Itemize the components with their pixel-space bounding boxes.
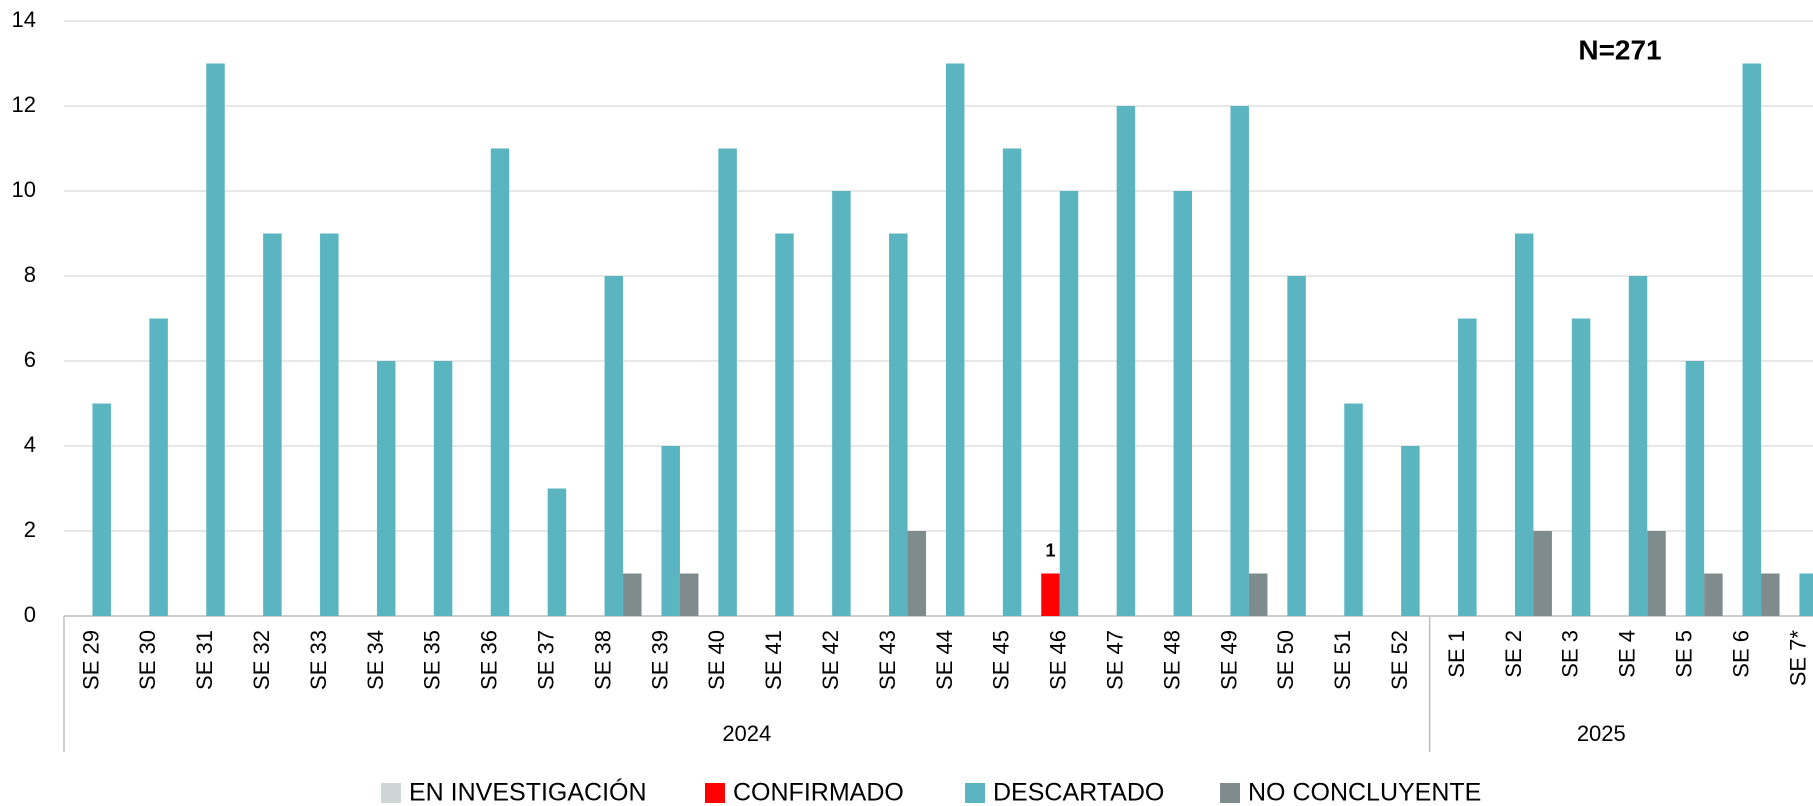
bar (623, 573, 642, 616)
x-tick-label: SE 48 (1159, 630, 1184, 690)
annotation: N=271 (1578, 34, 1661, 65)
bar (1248, 573, 1268, 616)
bar (1344, 403, 1363, 616)
x-tick-label: SE 47 (1102, 630, 1127, 690)
bar (433, 361, 453, 616)
bar (149, 318, 168, 616)
x-tick-label: SE 38 (590, 630, 615, 690)
x-tick-label: SE 33 (306, 630, 331, 690)
bar (775, 233, 794, 616)
legend-swatch (705, 783, 725, 803)
x-tick-label: SE 37 (533, 630, 558, 690)
x-tick-label: SE 36 (477, 630, 502, 690)
x-tick-label: SE 45 (989, 630, 1014, 690)
x-tick-label: SE 4 (1615, 630, 1640, 678)
bar (1742, 63, 1762, 616)
x-tick-label: SE 39 (647, 630, 672, 690)
bar (1401, 446, 1420, 616)
x-tick-label: SE 29 (78, 630, 103, 690)
legend-swatch (381, 783, 401, 803)
bar (1173, 191, 1193, 616)
y-tick-label: 8 (24, 262, 36, 287)
bar (679, 573, 699, 616)
x-tick-label: SE 1 (1444, 630, 1469, 678)
legend-label: EN INVESTIGACIÓN (409, 778, 647, 806)
x-tick-label: SE 42 (818, 630, 843, 690)
x-tick-label: SE 6 (1728, 630, 1753, 678)
bar (907, 531, 927, 616)
bar (490, 148, 510, 616)
bar (92, 403, 111, 616)
bar (832, 191, 851, 616)
bar (376, 361, 396, 616)
bar (1704, 573, 1723, 616)
bar (1533, 531, 1552, 616)
bar (1230, 106, 1249, 616)
bar (889, 233, 908, 616)
x-tick-label: SE 43 (875, 630, 900, 690)
y-tick-label: 10 (12, 177, 36, 202)
x-tick-label: SE 5 (1671, 630, 1696, 678)
legend-swatch (965, 783, 985, 803)
x-tick-label: SE 35 (420, 630, 445, 690)
bar (1002, 148, 1022, 616)
bar (1514, 233, 1534, 616)
bar (718, 148, 737, 616)
x-tick-label: SE 3 (1558, 630, 1583, 678)
x-tick-label: SE 32 (249, 630, 274, 690)
bar (945, 63, 965, 616)
bar (1059, 191, 1079, 616)
bar (263, 233, 282, 616)
bar (1116, 106, 1136, 616)
bar (1628, 276, 1648, 616)
bar (604, 276, 624, 616)
x-tick-label: SE 46 (1046, 630, 1071, 690)
bar (1041, 573, 1060, 616)
x-tick-label: SE 40 (704, 630, 729, 690)
y-tick-label: 0 (24, 602, 36, 627)
legend-swatch (1220, 783, 1240, 803)
bar (547, 488, 567, 616)
x-tick-label: SE 7* (1785, 630, 1810, 687)
y-tick-label: 4 (24, 432, 36, 457)
y-tick-label: 12 (12, 92, 36, 117)
legend-label: NO CONCLUYENTE (1248, 779, 1481, 806)
bar (320, 233, 339, 616)
x-tick-label: SE 52 (1387, 630, 1412, 690)
bar (1799, 573, 1813, 616)
x-tick-label: SE 2 (1501, 630, 1526, 678)
x-tick-label: SE 31 (192, 630, 217, 690)
bar (1761, 573, 1780, 616)
legend-label: CONFIRMADO (733, 779, 904, 806)
x-tick-label: SE 49 (1216, 630, 1241, 690)
group-label: 2024 (722, 721, 771, 746)
bar (1571, 318, 1591, 616)
group-label: 2025 (1577, 721, 1626, 746)
bar (1685, 361, 1705, 616)
legend-label: DESCARTADO (993, 779, 1164, 806)
x-tick-label: SE 41 (761, 630, 786, 690)
bar (661, 446, 680, 616)
y-tick-label: 2 (24, 517, 36, 542)
bar (1647, 531, 1666, 616)
data-label: 1 (1045, 540, 1055, 560)
x-tick-label: SE 50 (1273, 630, 1298, 690)
bar (206, 63, 225, 616)
x-tick-label: SE 51 (1330, 630, 1355, 690)
x-tick-label: SE 34 (363, 630, 388, 690)
y-tick-label: 14 (12, 7, 36, 32)
bar (1458, 318, 1477, 616)
bar (1287, 276, 1306, 616)
x-tick-label: SE 30 (135, 630, 160, 690)
x-tick-label: SE 44 (932, 630, 957, 690)
y-tick-label: 6 (24, 347, 36, 372)
